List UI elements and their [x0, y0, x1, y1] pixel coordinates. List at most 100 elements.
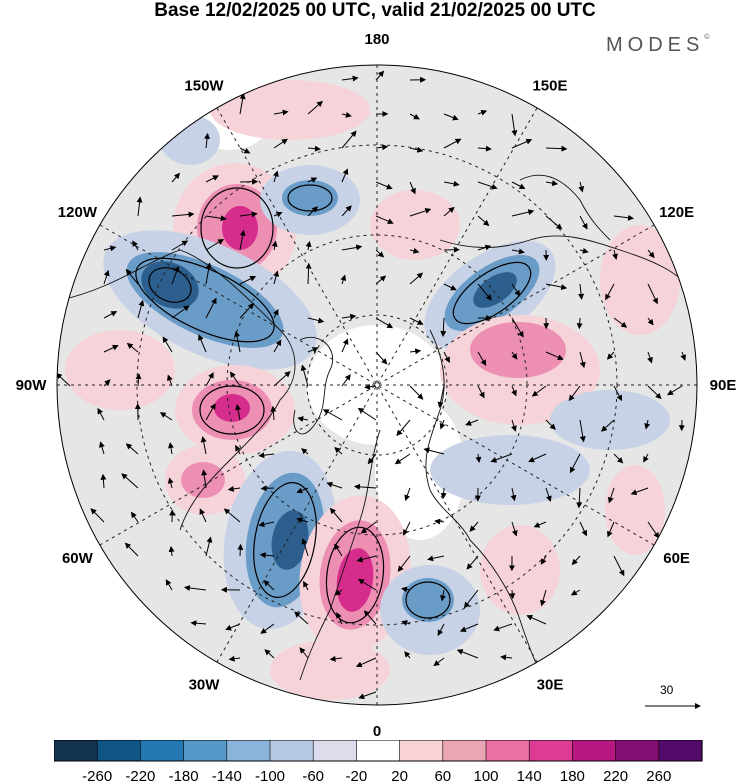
contour-line: [287, 184, 333, 212]
wind-arrow: [578, 283, 585, 300]
wind-arrow: [229, 371, 241, 387]
negative-blob: [430, 435, 590, 505]
wind-arrow: [273, 371, 291, 387]
wind-arrow: [440, 317, 447, 338]
wind-arrow: [545, 145, 568, 152]
wind-arrow: [329, 507, 343, 523]
wind-arrow: [540, 589, 547, 607]
wind-arrow: [171, 240, 189, 251]
wind-arrow: [322, 409, 343, 421]
wind-arrow: [493, 623, 513, 632]
colorbar-cell: [96, 740, 142, 762]
anomaly-field: [57, 65, 697, 705]
colorbar-cell: [140, 740, 185, 762]
wind-arrow: [409, 348, 422, 355]
longitude-label: 30W: [189, 677, 221, 694]
wind-arrow: [375, 215, 394, 225]
positive-blob: [270, 640, 390, 700]
longitude-label: 150W: [184, 77, 224, 94]
wind-arrow: [363, 610, 377, 625]
wind-arrow: [341, 75, 359, 82]
wind-arrow: [545, 419, 556, 430]
wind-arrow: [375, 275, 387, 285]
meridian: [216, 107, 538, 663]
wind-arrow: [225, 623, 241, 631]
wind-arrow: [137, 299, 145, 319]
wind-arrow: [90, 508, 105, 523]
coastline: [293, 336, 334, 435]
wind-arrow: [511, 209, 535, 217]
wind-arrow: [440, 487, 447, 499]
wind-arrow: [397, 555, 411, 572]
wind-arrow: [296, 517, 309, 524]
colorbar: -260 -220 -180 -140 -100 -60 -20 20 60 100 140 180 2…: [54, 740, 703, 783]
wind-arrow: [205, 262, 212, 285]
wind-arrow: [273, 138, 288, 149]
wind-arrow: [465, 419, 479, 426]
positive-blob: [600, 225, 680, 335]
wind-arrow: [576, 317, 583, 330]
copyright-mark: ©: [704, 34, 710, 41]
wind-arrow: [607, 521, 615, 538]
wind-arrow: [341, 205, 352, 217]
positive-blob: [65, 330, 175, 410]
longitude-label: 120E: [659, 204, 694, 221]
colorbar-tick-label: -20: [346, 768, 368, 783]
wind-arrow: [443, 113, 459, 121]
wind-arrow: [613, 214, 634, 221]
colorbar-tick-labels: -260 -220 -180 -140 -100 -60 -20 20 60 100 140 180 2…: [82, 768, 671, 783]
wind-arrow: [353, 483, 377, 490]
modes-logo: MODES©: [606, 34, 710, 57]
wind-arrow: [199, 508, 207, 523]
wind-arrow: [273, 211, 283, 218]
positive-blob: [210, 80, 370, 140]
wind-vectors: [57, 70, 686, 700]
wind-arrow: [613, 385, 623, 402]
colorbar-cell: [226, 740, 271, 762]
positive-blob: [370, 190, 460, 260]
wind-arrow: [394, 453, 411, 465]
wind-arrow: [511, 521, 518, 537]
longitude-label: 30E: [537, 677, 564, 694]
wind-arrow: [605, 283, 615, 301]
wind-arrow: [136, 196, 143, 217]
wind-arrow: [510, 487, 517, 502]
wind-arrow: [121, 473, 139, 489]
wind-arrow: [239, 93, 246, 115]
wind-arrow: [509, 589, 516, 600]
colorbar-tick-label: -180: [169, 768, 199, 783]
wind-arrow: [439, 589, 446, 602]
colorbar-cell: [399, 740, 444, 762]
wind-arrow: [477, 215, 490, 227]
wind-arrow: [132, 240, 139, 251]
wind-arrow: [475, 453, 482, 463]
wind-arrow: [294, 611, 309, 625]
wind-arrow: [198, 334, 207, 353]
wind-arrow: [303, 580, 309, 591]
wind-arrow: [171, 265, 180, 285]
wind-arrow: [204, 132, 211, 149]
wind-arrow: [404, 651, 411, 659]
wind-arrow: [183, 585, 207, 591]
wind-arrow: [647, 385, 662, 400]
wind-arrow: [239, 276, 257, 285]
wind-arrow: [463, 589, 479, 609]
wind-arrow: [258, 452, 275, 459]
wind-arrow: [135, 373, 142, 387]
wind-arrow: [301, 538, 309, 557]
wind-arrow: [103, 245, 117, 252]
meridian: [216, 107, 538, 663]
wind-arrow: [99, 441, 105, 455]
longitude-label: 60E: [663, 550, 690, 567]
coastline: [425, 329, 471, 541]
coastline: [519, 174, 611, 241]
wind-arrow: [334, 589, 343, 596]
wind-arrow: [477, 351, 487, 366]
wind-arrow: [375, 317, 394, 329]
wind-arrow: [360, 521, 377, 534]
wind-arrow: [263, 580, 275, 591]
wind-arrow: [326, 481, 343, 489]
wind-arrow: [57, 372, 71, 387]
wind-arrow: [511, 113, 518, 137]
wind-arrow: [545, 180, 559, 187]
